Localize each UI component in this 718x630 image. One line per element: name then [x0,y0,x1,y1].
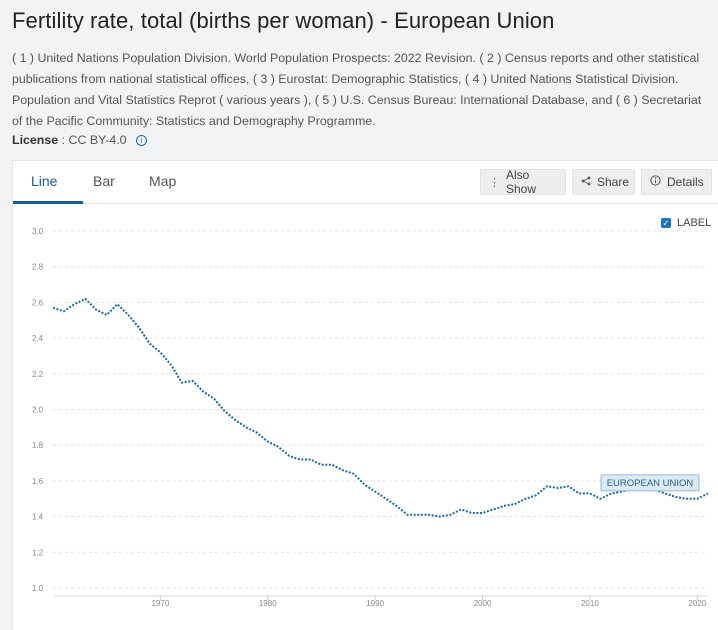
grid-lines [53,231,708,588]
series-end-label: EUROPEAN UNION [607,478,694,489]
y-tick-label: 1.4 [32,513,44,522]
page-title: Fertility rate, total (births per woman)… [12,8,712,34]
y-tick-label: 3.0 [32,227,44,236]
x-tick-label: 2000 [474,599,492,608]
y-axis-ticks: 1.0 1.2 1.4 1.6 1.8 2.0 2.2 2.4 2.6 2.8 3.0 [32,227,44,593]
y-tick-label: 1.2 [32,548,44,557]
y-tick-label: 2.4 [32,334,44,343]
x-tick-label: 1980 [259,599,277,608]
license-value: : CC BY-4.0 [62,133,127,147]
y-tick-label: 1.8 [32,441,44,450]
source-notes: ( 1 ) United Nations Population Division… [12,48,714,132]
y-tick-label: 2.0 [32,406,44,415]
series-label-layer: EUROPEAN UNION [601,475,699,491]
y-tick-label: 1.6 [32,477,44,486]
y-tick-label: 2.6 [32,298,44,307]
chart-panel: Line Bar Map ⋮ Also Show Share Details ✓… [12,160,718,630]
x-axis-ticks: 1970 1980 1990 2000 2010 2020 [53,596,708,608]
x-tick-label: 2010 [581,599,599,608]
license-line: License : CC BY-4.0 i [12,133,147,147]
y-tick-label: 2.8 [32,263,44,272]
y-tick-label: 1.0 [32,584,44,593]
info-icon[interactable]: i [136,135,147,146]
x-tick-label: 2020 [688,599,706,608]
x-tick-label: 1970 [151,599,169,608]
y-tick-label: 2.2 [32,370,44,379]
x-tick-label: 1990 [366,599,384,608]
license-label: License [12,133,58,147]
